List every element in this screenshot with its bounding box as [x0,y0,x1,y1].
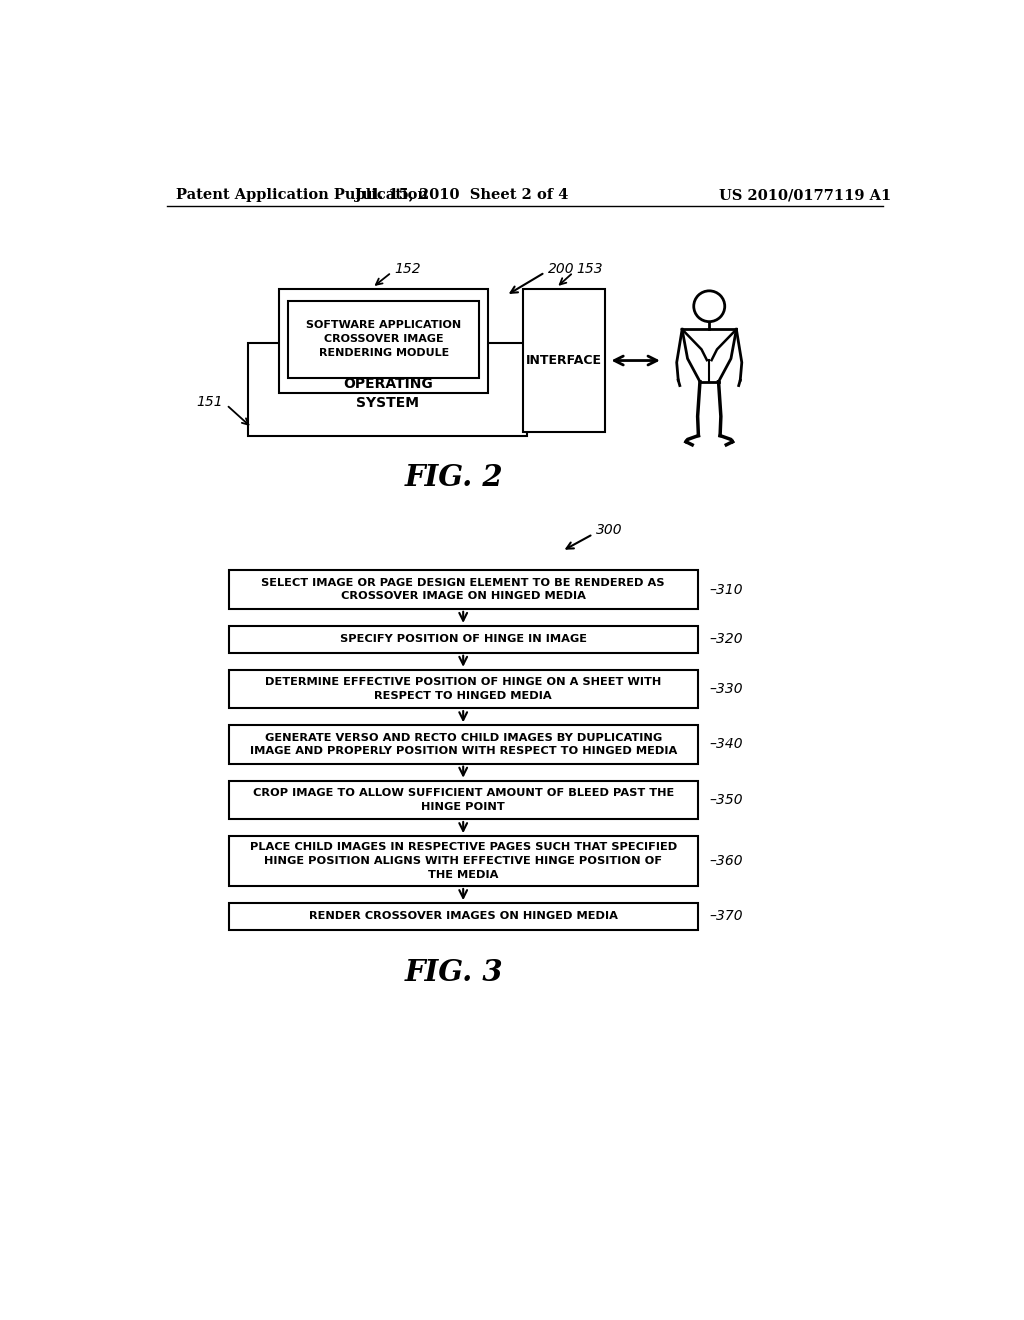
Text: –360: –360 [710,854,742,869]
Text: SELECT IMAGE OR PAGE DESIGN ELEMENT TO BE RENDERED AS
CROSSOVER IMAGE ON HINGED : SELECT IMAGE OR PAGE DESIGN ELEMENT TO B… [261,578,665,602]
Bar [228,780,697,818]
Text: US 2010/0177119 A1: US 2010/0177119 A1 [719,189,891,202]
Bar [228,903,697,929]
Text: INTERFACE: INTERFACE [526,354,602,367]
Bar [228,626,697,653]
Text: Jul. 15, 2010  Sheet 2 of 4: Jul. 15, 2010 Sheet 2 of 4 [354,189,568,202]
Text: FIG. 3: FIG. 3 [404,958,503,987]
Text: PLACE CHILD IMAGES IN RESPECTIVE PAGES SUCH THAT SPECIFIED
HINGE POSITION ALIGNS: PLACE CHILD IMAGES IN RESPECTIVE PAGES S… [250,842,677,879]
Text: Patent Application Publication: Patent Application Publication [176,189,428,202]
Text: RENDER CROSSOVER IMAGES ON HINGED MEDIA: RENDER CROSSOVER IMAGES ON HINGED MEDIA [309,912,617,921]
Text: 151: 151 [197,395,223,409]
Text: SPECIFY POSITION OF HINGE IN IMAGE: SPECIFY POSITION OF HINGE IN IMAGE [340,635,587,644]
Bar [228,669,697,708]
Bar [248,343,527,436]
Text: 200: 200 [548,261,574,276]
Bar [228,836,697,886]
Text: GENERATE VERSO AND RECTO CHILD IMAGES BY DUPLICATING
IMAGE AND PROPERLY POSITION: GENERATE VERSO AND RECTO CHILD IMAGES BY… [250,733,677,756]
Text: SOFTWARE APPLICATION
CROSSOVER IMAGE
RENDERING MODULE: SOFTWARE APPLICATION CROSSOVER IMAGE REN… [306,321,462,358]
Text: DETERMINE EFFECTIVE POSITION OF HINGE ON A SHEET WITH
RESPECT TO HINGED MEDIA: DETERMINE EFFECTIVE POSITION OF HINGE ON… [265,677,662,701]
Bar [228,570,697,609]
Bar [289,301,479,378]
Text: –320: –320 [710,632,742,647]
Text: 152: 152 [394,263,421,276]
Text: –340: –340 [710,738,742,751]
Text: CROP IMAGE TO ALLOW SUFFICIENT AMOUNT OF BLEED PAST THE
HINGE POINT: CROP IMAGE TO ALLOW SUFFICIENT AMOUNT OF… [253,788,674,812]
Text: 153: 153 [577,263,603,276]
Text: –350: –350 [710,793,742,807]
Bar [280,289,488,393]
Text: FIG. 2: FIG. 2 [404,463,503,492]
Text: –370: –370 [710,909,742,924]
Text: 300: 300 [596,523,623,537]
Text: –330: –330 [710,682,742,696]
Text: OPERATING
SYSTEM: OPERATING SYSTEM [343,376,432,411]
Text: –310: –310 [710,582,742,597]
Bar [228,725,697,763]
Bar [523,289,604,432]
